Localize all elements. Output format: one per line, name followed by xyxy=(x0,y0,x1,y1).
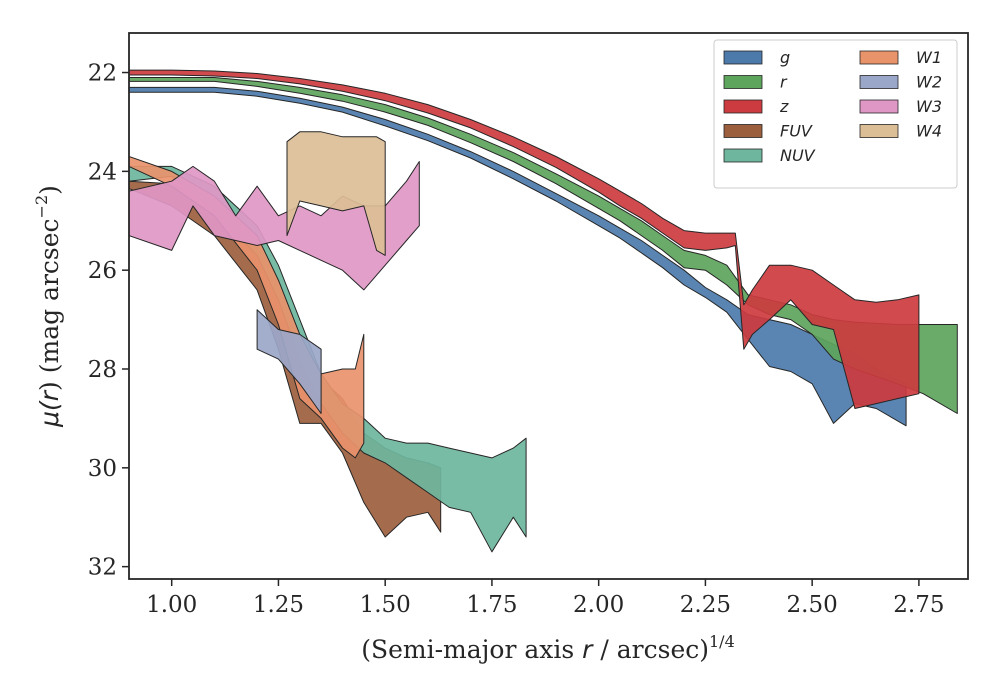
legend-label: r xyxy=(780,73,788,92)
x-tick-label: 2.50 xyxy=(787,592,838,618)
x-tick-label: 1.75 xyxy=(466,592,517,618)
legend-swatch xyxy=(859,124,899,138)
x-tick-label: 2.25 xyxy=(680,592,731,618)
legend-entry-w3: W3 xyxy=(859,97,942,116)
legend-swatch xyxy=(723,75,763,89)
legend-label: W1 xyxy=(916,48,942,67)
band-r xyxy=(129,77,958,414)
legend-swatch xyxy=(723,99,763,114)
plot-frame xyxy=(128,32,969,580)
legend-swatch xyxy=(723,148,763,163)
plot-area xyxy=(128,32,969,580)
legend-label: NUV xyxy=(780,146,816,165)
y-tick-label: 32 xyxy=(88,555,117,581)
y-tick-label: 26 xyxy=(88,258,117,284)
y-axis-label: μ(r) (mag arcsec−2) xyxy=(32,185,64,428)
legend-entry-w2: W2 xyxy=(859,73,942,92)
x-tick-label: 2.75 xyxy=(893,592,944,618)
legend-entry-g: g xyxy=(723,48,790,67)
legend-swatch xyxy=(723,124,763,138)
legend-entry-fuv: FUV xyxy=(723,122,813,141)
legend-swatch xyxy=(859,50,899,65)
legend-label: FUV xyxy=(780,122,813,141)
legend-swatch xyxy=(859,99,899,114)
y-tick-label: 24 xyxy=(88,159,117,185)
band-w2 xyxy=(256,309,322,414)
legend-label: W3 xyxy=(916,97,942,116)
legend-entry-nuv: NUV xyxy=(723,146,816,165)
legend-swatch xyxy=(723,50,763,65)
x-axis: 1.00 1.25 1.50 1.75 2.00 2.25 2.50 2.75 xyxy=(146,579,945,618)
band-g xyxy=(129,86,907,427)
x-axis-label: (Semi-major axis r / arcsec)1/4 xyxy=(361,632,735,664)
x-tick-label: 2.00 xyxy=(573,592,624,618)
legend-label: W4 xyxy=(916,122,942,141)
legend-swatch xyxy=(859,75,899,89)
legend-entry-z: z xyxy=(723,97,789,116)
x-tick-label: 1.25 xyxy=(253,592,304,618)
legend: grz FUV NUV W1 W2 W3 W4 xyxy=(713,39,958,189)
band-z xyxy=(129,69,920,409)
band-w4 xyxy=(286,131,386,256)
y-tick-label: 30 xyxy=(88,456,117,482)
legend-entry-w1: W1 xyxy=(859,48,942,67)
legend-label: W2 xyxy=(916,73,942,92)
legend-entry-r: r xyxy=(723,73,788,92)
x-tick-label: 1.00 xyxy=(146,592,197,618)
legend-label: z xyxy=(779,97,789,116)
legend-entry-w4: W4 xyxy=(859,122,942,141)
legend-label: g xyxy=(780,48,790,67)
y-tick-label: 22 xyxy=(88,61,117,87)
y-axis: 22 24 26 28 30 32 xyxy=(88,61,129,581)
band-w3 xyxy=(129,161,420,291)
x-tick-label: 1.50 xyxy=(360,592,411,618)
y-tick-label: 28 xyxy=(88,357,117,383)
